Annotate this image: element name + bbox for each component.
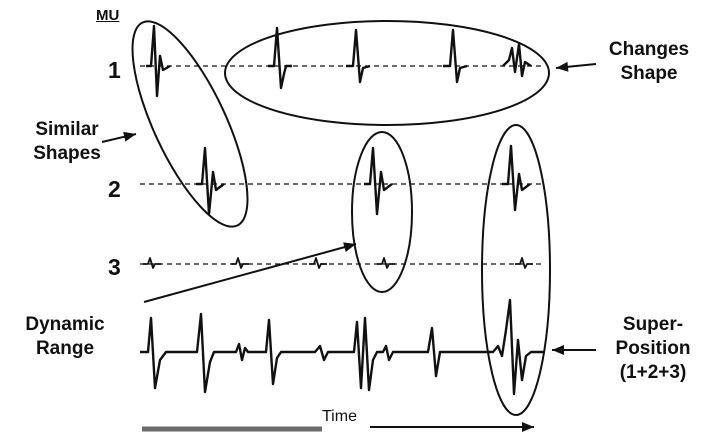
ellipse-dynamic-range [351, 131, 413, 293]
grouping-ellipses [131, 20, 551, 416]
arrow-similar-shapes-head [123, 131, 136, 142]
row-label-3: 3 [108, 254, 121, 280]
similar-shapes-line-2: Shapes [33, 143, 101, 164]
ellipse-changes-shape [224, 20, 550, 126]
arrow-changes-shape-head [556, 61, 569, 72]
mu1-spike-3 [346, 28, 371, 84]
changes-shape-line-2: Shape [620, 63, 678, 84]
row-label-1: 1 [108, 57, 121, 83]
ellipse-similar-shapes [131, 20, 249, 228]
super-position-label: Super- Position (1+2+3) [594, 313, 712, 385]
dynamic-range-label: Dynamic Range [10, 313, 120, 361]
mu1-spike-1 [146, 24, 171, 98]
mu1-spike-2 [268, 26, 292, 90]
waveforms [140, 24, 545, 396]
baselines [140, 65, 545, 265]
dynamic-range-line-1: Dynamic [25, 314, 105, 335]
time-axis-arrow-head [522, 422, 534, 432]
arrow-dynamic-range-shaft [143, 243, 357, 303]
super-position-line-2: Position [615, 338, 691, 359]
summed-trace [140, 298, 545, 396]
ellipse-super-position [481, 124, 551, 416]
row-label-2: 2 [108, 176, 121, 202]
dynamic-range-line-2: Range [35, 338, 95, 359]
arrow-super-position-head [552, 345, 564, 355]
mu2-spike-2 [364, 146, 393, 216]
mu2-spike-1 [196, 146, 225, 216]
pointer-arrows [101, 61, 597, 432]
super-position-line-3: (1+2+3) [619, 362, 687, 383]
mu-header: MU [96, 7, 120, 24]
arrow-dynamic-range-head [343, 242, 356, 252]
similar-shapes-label: Similar Shapes [12, 118, 122, 166]
mu2-spike-3 [502, 144, 531, 212]
mu3-spike-5 [515, 257, 533, 269]
mu3-spike-2 [231, 257, 249, 269]
mu1-spike-5-changed [502, 42, 532, 78]
mu1-spike-4 [443, 28, 468, 84]
similar-shapes-line-1: Similar [35, 119, 99, 140]
mu3-spike-3 [309, 257, 327, 269]
mu3-spike-1 [143, 257, 161, 269]
changes-shape-line-1: Changes [608, 39, 690, 60]
super-position-line-1: Super- [622, 314, 684, 335]
changes-shape-label: Changes Shape [594, 38, 704, 86]
time-axis-label: Time [322, 408, 357, 425]
mu3-spike-4 [377, 257, 395, 269]
